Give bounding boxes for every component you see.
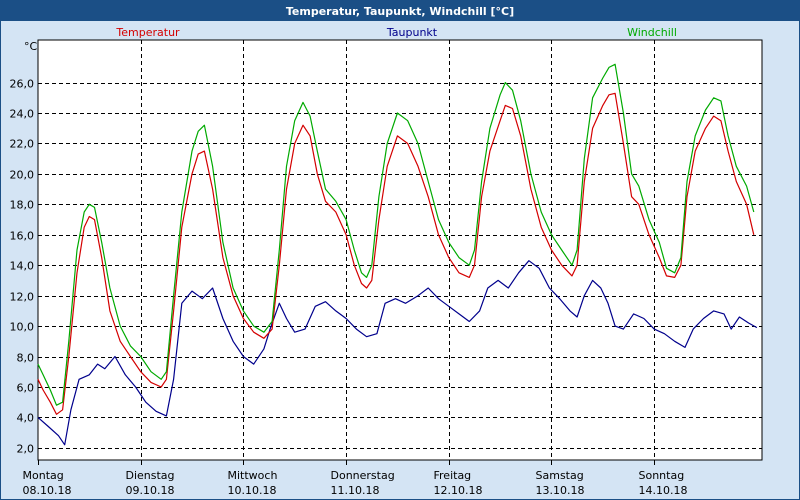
y-tick-label: 4,0 xyxy=(17,412,35,425)
x-tick-day: Donnerstag xyxy=(331,469,395,482)
y-axis: 2,0 4,0 6,0 8,0 10,0 12,0 14,0 16,0 18,0 20,0 22,0… xyxy=(10,40,38,456)
x-tick-date: 13.10.18 xyxy=(536,484,585,497)
x-tick-date: 11.10.18 xyxy=(331,484,380,497)
y-tick-label: 24,0 xyxy=(10,108,35,121)
y-tick-label: 2,0 xyxy=(17,443,35,456)
x-tick-date: 12.10.18 xyxy=(434,484,483,497)
x-tick-day: Sonntag xyxy=(639,469,685,482)
y-tick-label: 22,0 xyxy=(10,138,35,151)
plot-area xyxy=(37,39,763,461)
x-tick-date: 10.10.18 xyxy=(228,484,277,497)
legend-windchill: Windchill xyxy=(627,26,677,39)
y-tick-label: 10,0 xyxy=(10,321,35,334)
grid xyxy=(38,40,762,460)
legend-taupunkt: Taupunkt xyxy=(386,26,438,39)
chart-title: Temperatur, Taupunkt, Windchill [°C] xyxy=(1,1,799,21)
x-tick-day: Dienstag xyxy=(126,469,175,482)
y-tick-label: 14,0 xyxy=(10,260,35,273)
x-tick-date: 08.10.18 xyxy=(23,484,72,497)
x-tick-date: 14.10.18 xyxy=(639,484,688,497)
y-tick-label: 18,0 xyxy=(10,199,35,212)
x-tick-date: 09.10.18 xyxy=(126,484,175,497)
legend: Temperatur Taupunkt Windchill xyxy=(115,26,677,39)
y-tick-label: 6,0 xyxy=(17,382,35,395)
x-tick-day: Montag xyxy=(23,469,64,482)
y-tick-label: 12,0 xyxy=(10,291,35,304)
y-tick-label: 8,0 xyxy=(17,352,35,365)
series-line-windchill xyxy=(37,63,755,406)
series-line-taupunkt xyxy=(37,260,758,446)
x-tick-day: Samstag xyxy=(536,469,584,482)
x-axis: Montag 08.10.18 Dienstag 09.10.18 Mittwoch 10… xyxy=(23,460,688,497)
x-tick-day: Mittwoch xyxy=(228,469,278,482)
legend-temperatur: Temperatur xyxy=(115,26,180,39)
y-tick-label: 20,0 xyxy=(10,169,35,182)
x-tick-day: Freitag xyxy=(434,469,472,482)
y-tick-label: 26,0 xyxy=(10,78,35,91)
y-axis-unit: °C xyxy=(24,40,38,53)
series-lines xyxy=(37,63,758,446)
series-line-temperatur xyxy=(37,92,755,415)
y-tick-label: 16,0 xyxy=(10,230,35,243)
